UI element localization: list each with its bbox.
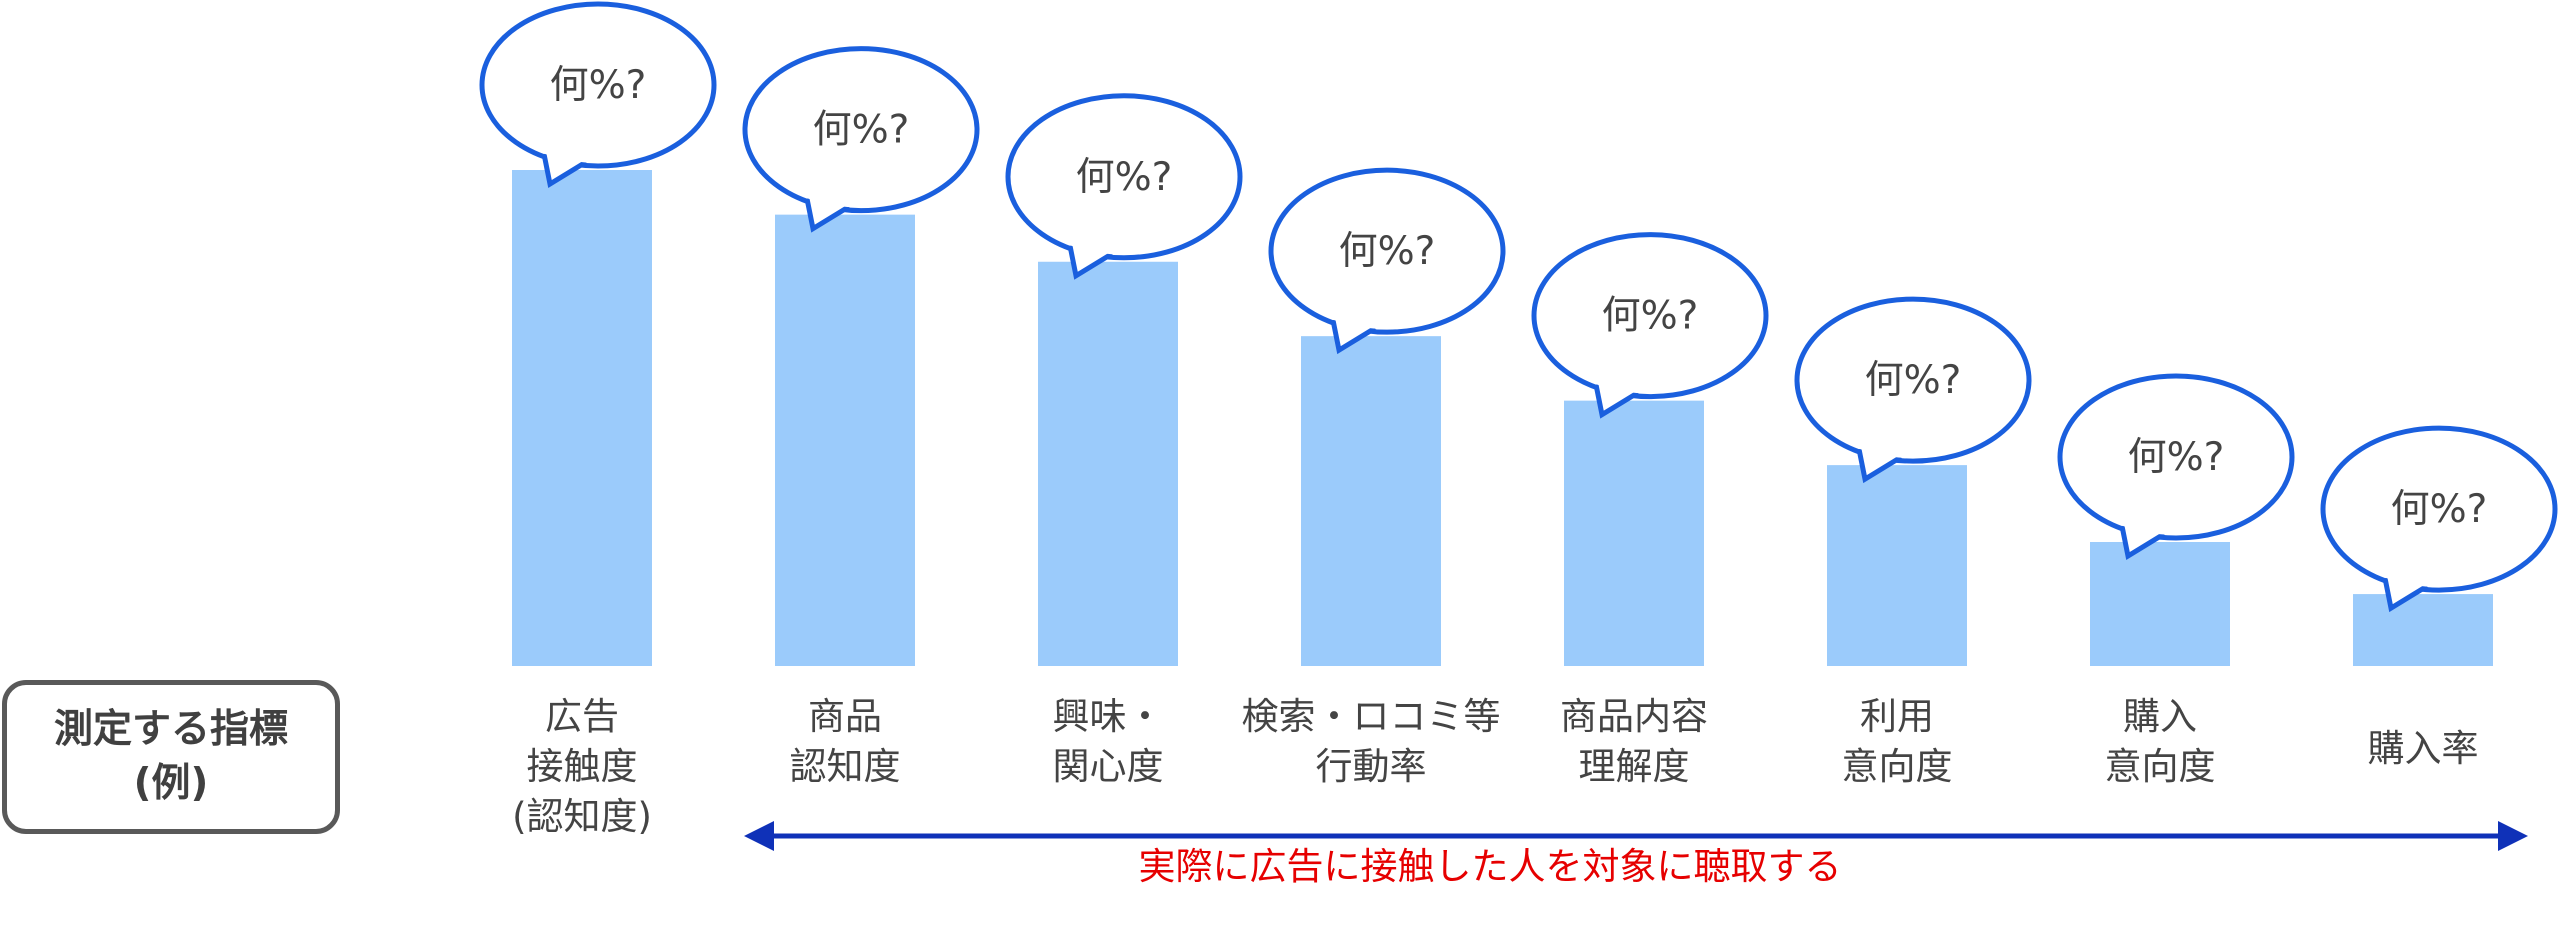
speech-bubble-8: 何%? xyxy=(2320,425,2558,613)
category-label-line: 興味・ xyxy=(1052,695,1164,738)
bar-1 xyxy=(512,170,652,666)
speech-bubble-3: 何%? xyxy=(1005,93,1243,280)
metric-label-box: 測定する指標 (例) xyxy=(2,680,340,834)
bubbles-layer: 何%? 何%? 何%? 何%? 何%? 何%? 何%? 何%? xyxy=(479,1,2558,613)
bubble-text-4: 何%? xyxy=(1339,229,1436,274)
category-label-line: (認知度) xyxy=(512,795,652,838)
category-label-line: 意向度 xyxy=(2104,745,2216,788)
category-label-line: 利用 xyxy=(1860,695,1934,738)
category-label-line: 意向度 xyxy=(1841,745,1953,788)
category-label-line: 購入 xyxy=(2123,695,2197,738)
bubble-text-3: 何%? xyxy=(1076,155,1173,200)
speech-bubble-7: 何%? xyxy=(2057,373,2295,560)
bubble-text-5: 何%? xyxy=(1602,294,1699,339)
category-label-line: 認知度 xyxy=(789,745,901,788)
bar-7 xyxy=(2090,542,2230,666)
category-label-line: 商品 xyxy=(808,695,882,738)
bubble-text-1: 何%? xyxy=(550,63,647,108)
bar-8 xyxy=(2353,594,2493,666)
speech-bubble-1: 何%? xyxy=(479,1,717,188)
bubble-text-7: 何%? xyxy=(2128,435,2225,480)
survey-note: 実際に広告に接触した人を対象に聴取する xyxy=(1138,845,1842,888)
bar-5 xyxy=(1564,400,1704,666)
category-label-8: 購入率 xyxy=(2293,724,2553,774)
speech-bubble-2: 何%? xyxy=(742,46,980,233)
category-label-6: 利用 意向度 xyxy=(1767,692,2027,792)
category-label-line: 検索・ロコミ等 xyxy=(1241,695,1501,738)
bars-layer xyxy=(512,170,2493,666)
category-label-5: 商品内容 理解度 xyxy=(1504,692,1764,792)
bar-2 xyxy=(775,214,915,666)
metric-label-line-2: (例) xyxy=(133,761,209,806)
metric-label-line-1: 測定する指標 xyxy=(53,707,288,752)
category-label-2: 商品 認知度 xyxy=(715,692,975,792)
bar-3 xyxy=(1038,261,1178,666)
speech-bubble-5: 何%? xyxy=(1531,232,1769,419)
speech-bubble-6: 何%? xyxy=(1794,296,2032,484)
category-label-line: 広告 xyxy=(545,695,619,738)
bar-4 xyxy=(1301,336,1441,666)
bubble-text-2: 何%? xyxy=(813,108,910,153)
category-label-3: 興味・ 関心度 xyxy=(978,692,1238,792)
category-label-line: 接触度 xyxy=(526,745,638,788)
category-label-7: 購入 意向度 xyxy=(2030,692,2290,792)
bubble-text-8: 何%? xyxy=(2391,487,2488,532)
category-label-1: 広告接触度 (認知度) xyxy=(452,692,712,842)
bar-6 xyxy=(1827,465,1967,666)
bubble-text-6: 何%? xyxy=(1865,358,1962,403)
speech-bubble-4: 何%? xyxy=(1268,167,1506,355)
category-label-line: 商品内容 xyxy=(1560,695,1708,738)
category-label-line: 購入率 xyxy=(2367,727,2479,770)
category-label-line: 理解度 xyxy=(1578,745,1690,788)
category-label-line: 関心度 xyxy=(1052,745,1164,788)
category-label-4: 検索・ロコミ等 行動率 xyxy=(1241,692,1501,792)
category-label-line: 行動率 xyxy=(1315,745,1427,788)
